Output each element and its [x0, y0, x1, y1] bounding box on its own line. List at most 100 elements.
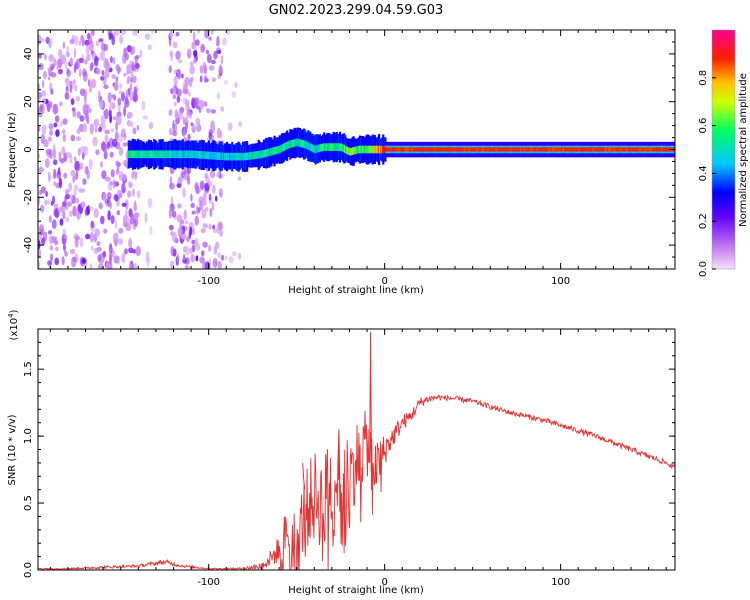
- noise-cell: [63, 234, 68, 239]
- noise-cell: [72, 175, 76, 183]
- ridge-peak-cell: [395, 147, 398, 152]
- noise-cell: [209, 65, 215, 71]
- noise-cell: [234, 81, 238, 89]
- ridge-peak-cell: [580, 147, 582, 152]
- noise-cell: [202, 241, 208, 248]
- noise-cell: [148, 122, 154, 130]
- noise-cell: [139, 49, 143, 58]
- ridge-peak-cell: [386, 147, 389, 152]
- noise-cell: [62, 201, 66, 207]
- noise-cell: [75, 136, 81, 142]
- ridge-peak-cell: [477, 147, 480, 152]
- noise-cell: [63, 243, 66, 252]
- noise-cell: [38, 152, 41, 159]
- ridge-peak-cell: [618, 147, 621, 152]
- noise-cell: [184, 257, 190, 265]
- noise-cell: [149, 226, 153, 235]
- noise-cell: [116, 161, 120, 172]
- ridge-core-cell: [240, 152, 243, 161]
- noise-cell: [197, 30, 200, 34]
- noise-cell: [192, 31, 196, 42]
- noise-cell: [73, 184, 79, 192]
- ridge-peak-cell: [472, 147, 475, 152]
- noise-cell: [206, 53, 212, 64]
- noise-cell: [205, 176, 210, 183]
- noise-cell: [67, 201, 73, 207]
- ridge-peak-cell: [641, 147, 644, 152]
- noise-cell: [125, 199, 129, 210]
- noise-cell: [128, 111, 133, 119]
- noise-cell: [189, 77, 193, 88]
- x-tick-label: 100: [551, 577, 570, 588]
- noise-cell: [177, 203, 182, 209]
- noise-cell: [211, 59, 216, 65]
- noise-cell: [64, 60, 68, 70]
- ridge-core-cell: [231, 152, 234, 161]
- noise-cell: [112, 179, 116, 189]
- noise-cell: [219, 63, 222, 74]
- noise-cell: [101, 141, 106, 152]
- noise-cell: [54, 115, 60, 123]
- noise-cell: [53, 181, 56, 186]
- colorbar-tick-label: 0.0: [698, 261, 709, 277]
- noise-cell: [170, 30, 173, 40]
- noise-cell: [125, 223, 132, 232]
- noise-cell: [89, 123, 94, 135]
- noise-cell: [189, 65, 195, 75]
- noise-cell: [89, 262, 93, 269]
- ridge-peak-cell: [397, 147, 399, 152]
- noise-cell: [49, 123, 54, 131]
- noise-cell: [220, 55, 224, 65]
- ridge-peak-cell: [419, 147, 422, 152]
- noise-cell: [76, 197, 79, 204]
- ridge-peak-cell: [571, 147, 574, 152]
- noise-cell: [53, 122, 58, 128]
- noise-cell: [47, 260, 53, 266]
- noise-cell: [151, 30, 155, 35]
- noise-cell: [211, 201, 215, 211]
- noise-cell: [51, 219, 57, 230]
- noise-cell: [182, 97, 188, 105]
- noise-cell: [50, 72, 57, 78]
- noise-cell: [193, 50, 198, 57]
- noise-cell: [177, 227, 183, 238]
- colorbar-label: Normalized spectral amplitude: [738, 73, 749, 227]
- noise-cell: [180, 171, 185, 178]
- noise-cell: [89, 63, 93, 72]
- noise-cell: [212, 227, 218, 234]
- noise-cell: [55, 246, 59, 252]
- ridge-peak-cell: [659, 147, 662, 152]
- noise-cell: [48, 230, 52, 235]
- noise-cell: [216, 223, 220, 234]
- ridge-peak-cell: [469, 147, 472, 152]
- ridge-peak-cell: [594, 147, 597, 152]
- ridge-peak-cell: [462, 147, 465, 152]
- noise-cell: [101, 170, 107, 180]
- ridge-core-cell: [221, 152, 224, 161]
- noise-cell: [85, 233, 91, 240]
- noise-cell: [128, 237, 133, 249]
- noise-cell: [127, 75, 131, 83]
- ridge-peak-cell: [404, 147, 406, 152]
- noise-cell: [187, 133, 191, 141]
- noise-cell: [116, 210, 121, 216]
- noise-cell: [168, 224, 174, 231]
- noise-cell: [62, 118, 68, 125]
- ridge-peak-cell: [504, 147, 507, 152]
- ridge-peak-cell: [490, 147, 493, 152]
- ridge-peak-cell: [565, 147, 568, 152]
- noise-cell: [48, 54, 54, 63]
- noise-cell: [90, 78, 97, 89]
- noise-cell: [123, 106, 126, 117]
- ridge-peak-cell: [576, 147, 579, 152]
- ridge-core-cell: [183, 150, 186, 159]
- noise-cell: [105, 260, 111, 269]
- noise-cell: [217, 252, 221, 259]
- noise-cell: [70, 134, 76, 142]
- ridge-peak-cell: [666, 147, 669, 152]
- noise-cell: [209, 208, 213, 218]
- noise-cell: [132, 45, 136, 54]
- noise-cell: [183, 165, 187, 176]
- ridge-peak-cell: [516, 147, 519, 152]
